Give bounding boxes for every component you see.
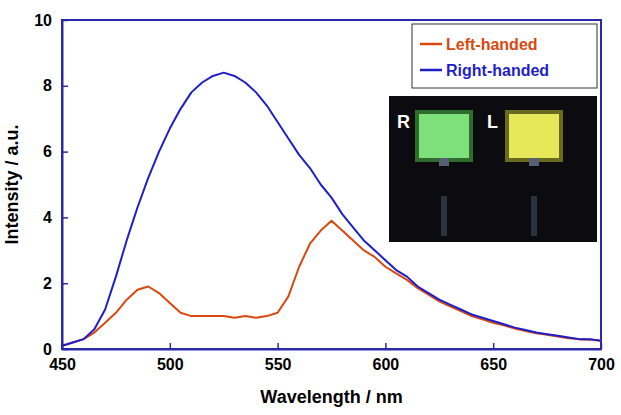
inset-sample — [509, 114, 559, 158]
inset-holder — [529, 158, 539, 166]
y-tick-mark — [62, 86, 68, 88]
y-tick-label: 2 — [43, 275, 52, 292]
y-axis-line — [62, 21, 64, 350]
y-tick-label: 0 — [43, 341, 52, 358]
y-tick-mark — [62, 151, 68, 153]
legend-swatch — [420, 69, 442, 72]
inset-holder — [439, 158, 449, 166]
y-axis: 0 2 4 6 8 10 — [34, 12, 68, 358]
y-axis-title: Intensity / a.u. — [2, 124, 22, 244]
inset-sample — [419, 114, 469, 158]
y-tick-label: 6 — [43, 143, 52, 160]
legend-box — [412, 24, 597, 88]
legend-label: Left-handed — [446, 36, 538, 53]
x-tick-label: 550 — [265, 356, 292, 373]
y-tick: 8 — [43, 77, 68, 94]
x-tick: 650 — [480, 343, 507, 373]
y-tick: 2 — [43, 275, 68, 292]
inset-label: R — [397, 112, 410, 132]
y-tick: 6 — [43, 143, 68, 160]
x-axis-line — [63, 349, 602, 351]
y-tick-mark — [62, 20, 68, 22]
y-tick: 4 — [43, 209, 68, 226]
legend-swatch — [420, 43, 442, 46]
plot-frame — [62, 20, 601, 349]
chart: 450 500 550 600 650 700 0 2 4 6 8 10 Wavelength / nm… — [0, 0, 621, 415]
y-tick: 10 — [34, 12, 68, 29]
x-tick: 600 — [373, 343, 400, 373]
y-tick-label: 10 — [34, 12, 52, 29]
y-tick-mark — [62, 217, 68, 219]
x-tick-label: 500 — [157, 356, 184, 373]
x-tick: 700 — [588, 343, 615, 373]
x-tick-label: 700 — [588, 356, 615, 373]
x-tick-mark — [385, 343, 387, 349]
x-tick-mark — [170, 343, 172, 349]
y-tick-label: 8 — [43, 77, 52, 94]
legend: Left-handed Right-handed — [412, 24, 597, 88]
inset-glow — [505, 110, 563, 162]
x-tick-mark — [277, 343, 279, 349]
x-tick-mark — [493, 343, 495, 349]
x-tick-label: 650 — [480, 356, 507, 373]
inset-glow — [415, 110, 473, 162]
x-tick: 550 — [265, 343, 292, 373]
inset-photo: RL — [389, 96, 597, 242]
x-axis: 450 500 550 600 650 700 — [49, 343, 615, 373]
y-tick-mark — [62, 283, 68, 285]
inset-stand — [441, 196, 447, 236]
x-axis-title: Wavelength / nm — [260, 387, 402, 407]
inset-stand — [531, 196, 537, 236]
x-tick-mark — [601, 343, 603, 349]
inset-background — [389, 96, 597, 242]
x-tick-label: 600 — [373, 356, 400, 373]
series-line — [62, 73, 601, 346]
y-tick-label: 4 — [43, 209, 52, 226]
plot-area — [62, 73, 601, 346]
inset-label: L — [487, 112, 498, 132]
y-tick: 0 — [43, 341, 68, 358]
x-tick: 500 — [157, 343, 184, 373]
y-tick-mark — [62, 349, 68, 351]
x-tick-label: 450 — [49, 356, 76, 373]
legend-label: Right-handed — [446, 62, 549, 79]
